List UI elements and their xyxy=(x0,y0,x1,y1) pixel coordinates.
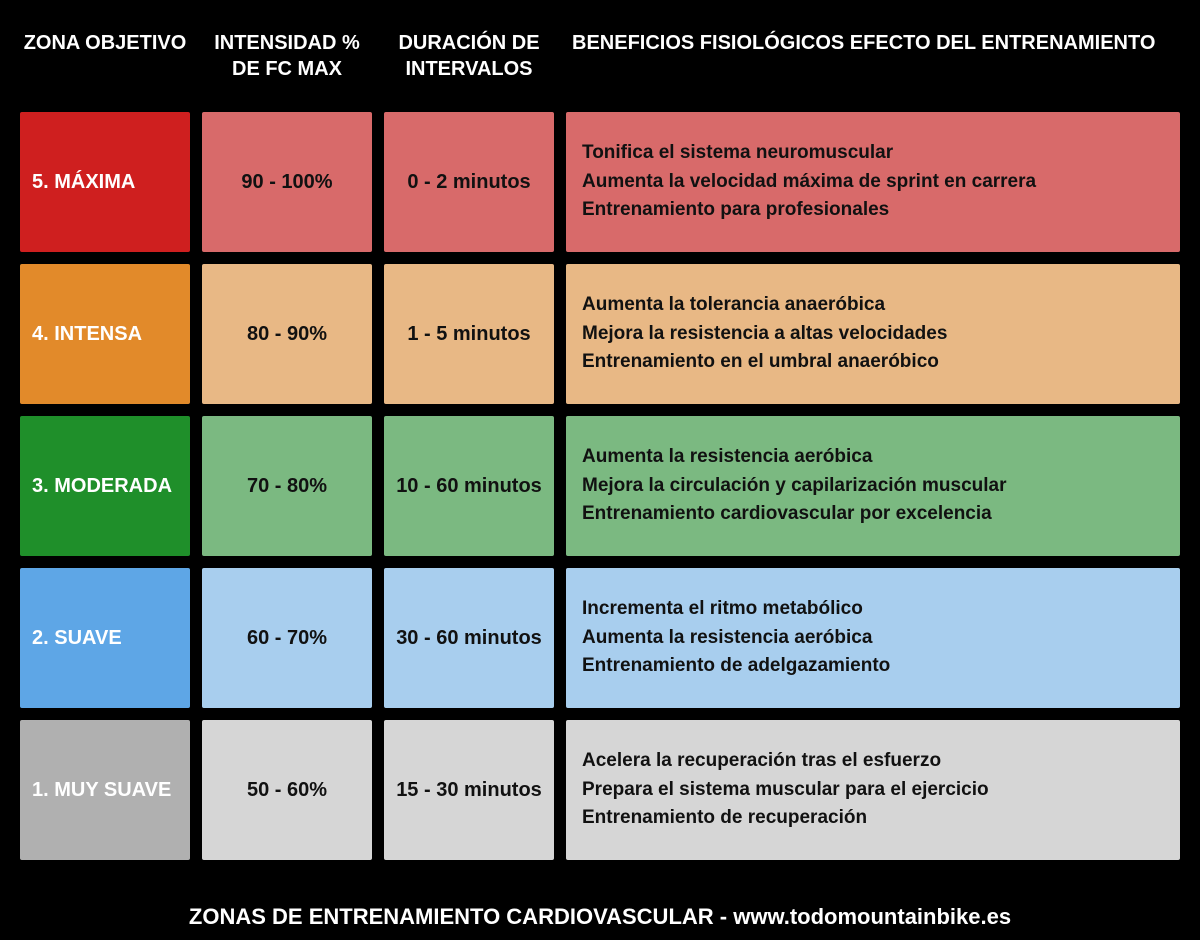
footer-caption: ZONAS DE ENTRENAMIENTO CARDIOVASCULAR - … xyxy=(20,890,1180,930)
benefit-line: Aumenta la tolerancia anaeróbica xyxy=(582,293,947,318)
duration-cell: 30 - 60 minutos xyxy=(384,568,554,708)
benefit-line: Entrenamiento en el umbral anaeróbico xyxy=(582,350,947,375)
table-row: 2. SUAVE60 - 70%30 - 60 minutosIncrement… xyxy=(20,568,1180,708)
header-benefits: BENEFICIOS FISIOLÓGICOS EFECTO DEL ENTRE… xyxy=(566,30,1180,82)
benefit-line: Acelera la recuperación tras el esfuerzo xyxy=(582,749,989,774)
table-header-row: ZONA OBJETIVO INTENSIDAD % DE FC MAX DUR… xyxy=(20,20,1180,112)
table-row: 4. INTENSA80 - 90%1 - 5 minutosAumenta l… xyxy=(20,264,1180,404)
intensity-cell: 80 - 90% xyxy=(202,264,372,404)
benefits-cell: Aumenta la tolerancia anaeróbica Mejora l… xyxy=(566,264,1180,404)
header-duration: DURACIÓN DE INTERVALOS xyxy=(384,30,554,82)
intensity-cell: 50 - 60% xyxy=(202,720,372,860)
zone-name-cell: 5. MÁXIMA xyxy=(20,112,190,252)
header-intensity: INTENSIDAD % DE FC MAX xyxy=(202,30,372,82)
intensity-cell: 90 - 100% xyxy=(202,112,372,252)
benefit-line: Mejora la resistencia a altas velocidade… xyxy=(582,322,947,347)
duration-cell: 15 - 30 minutos xyxy=(384,720,554,860)
duration-cell: 0 - 2 minutos xyxy=(384,112,554,252)
benefits-cell: Incrementa el ritmo metabólico Aumenta la… xyxy=(566,568,1180,708)
benefit-line: Aumenta la velocidad máxima de sprint en… xyxy=(582,170,1036,195)
benefits-cell: Aumenta la resistencia aeróbica Mejora la… xyxy=(566,416,1180,556)
zone-name-cell: 4. INTENSA xyxy=(20,264,190,404)
benefit-line: Incrementa el ritmo metabólico xyxy=(582,597,890,622)
benefit-line: Mejora la circulación y capilarización m… xyxy=(582,474,1007,499)
table-row: 5. MÁXIMA90 - 100%0 - 2 minutosTonifica … xyxy=(20,112,1180,252)
duration-cell: 1 - 5 minutos xyxy=(384,264,554,404)
benefit-line: Tonifica el sistema neuromuscular xyxy=(582,141,1036,166)
header-zone: ZONA OBJETIVO xyxy=(20,30,190,82)
benefit-line: Entrenamiento de adelgazamiento xyxy=(582,654,890,679)
zone-name-cell: 2. SUAVE xyxy=(20,568,190,708)
table-row: 1. MUY SUAVE50 - 60%15 - 30 minutosAcele… xyxy=(20,720,1180,860)
benefit-line: Entrenamiento de recuperación xyxy=(582,806,989,831)
duration-cell: 10 - 60 minutos xyxy=(384,416,554,556)
table-row: 3. MODERADA70 - 80%10 - 60 minutosAument… xyxy=(20,416,1180,556)
benefit-line: Entrenamiento para profesionales xyxy=(582,198,1036,223)
intensity-cell: 70 - 80% xyxy=(202,416,372,556)
intensity-cell: 60 - 70% xyxy=(202,568,372,708)
benefits-cell: Tonifica el sistema neuromuscular Aumenta… xyxy=(566,112,1180,252)
benefit-line: Prepara el sistema muscular para el ejer… xyxy=(582,778,989,803)
benefit-line: Aumenta la resistencia aeróbica xyxy=(582,626,890,651)
benefits-cell: Acelera la recuperación tras el esfuerzo… xyxy=(566,720,1180,860)
zone-name-cell: 1. MUY SUAVE xyxy=(20,720,190,860)
zone-name-cell: 3. MODERADA xyxy=(20,416,190,556)
table-body: 5. MÁXIMA90 - 100%0 - 2 minutosTonifica … xyxy=(20,112,1180,890)
benefit-line: Aumenta la resistencia aeróbica xyxy=(582,445,1007,470)
benefit-line: Entrenamiento cardiovascular por excelen… xyxy=(582,502,1007,527)
